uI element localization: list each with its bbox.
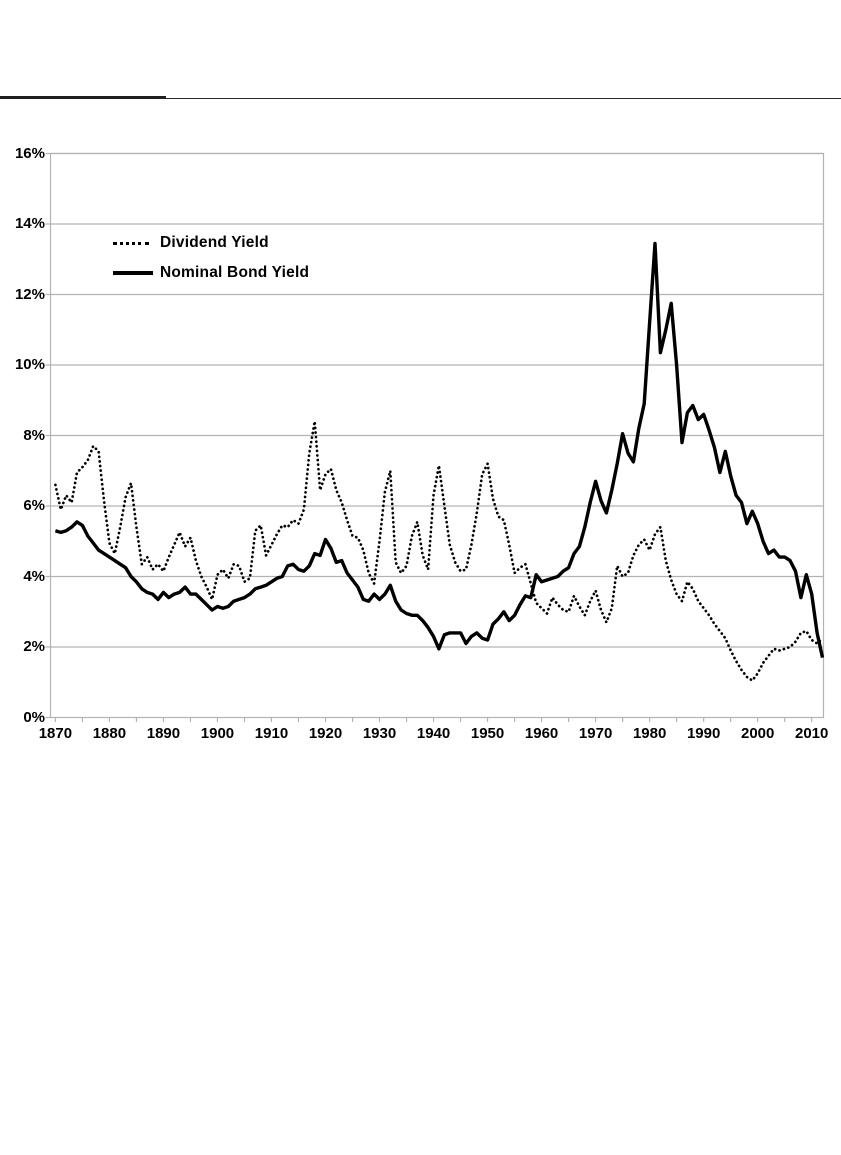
legend-item-nominal-bond-yield: Nominal Bond Yield — [113, 258, 309, 288]
legend-label-nominal-bond-yield: Nominal Bond Yield — [160, 264, 310, 281]
nominal-bond-yield-line — [54, 241, 825, 658]
legend: Dividend Yield Nominal Bond Yield — [113, 228, 309, 288]
legend-label-dividend-yield: Dividend Yield — [160, 234, 269, 251]
legend-item-dividend-yield: Dividend Yield — [113, 228, 309, 258]
dotted-line-sample-icon — [113, 241, 149, 245]
header-rule-thick-segment — [0, 96, 166, 99]
dividend-yield-line — [54, 420, 824, 682]
header-rule-thin-segment — [166, 97, 841, 99]
solid-line-sample-icon — [113, 271, 153, 275]
